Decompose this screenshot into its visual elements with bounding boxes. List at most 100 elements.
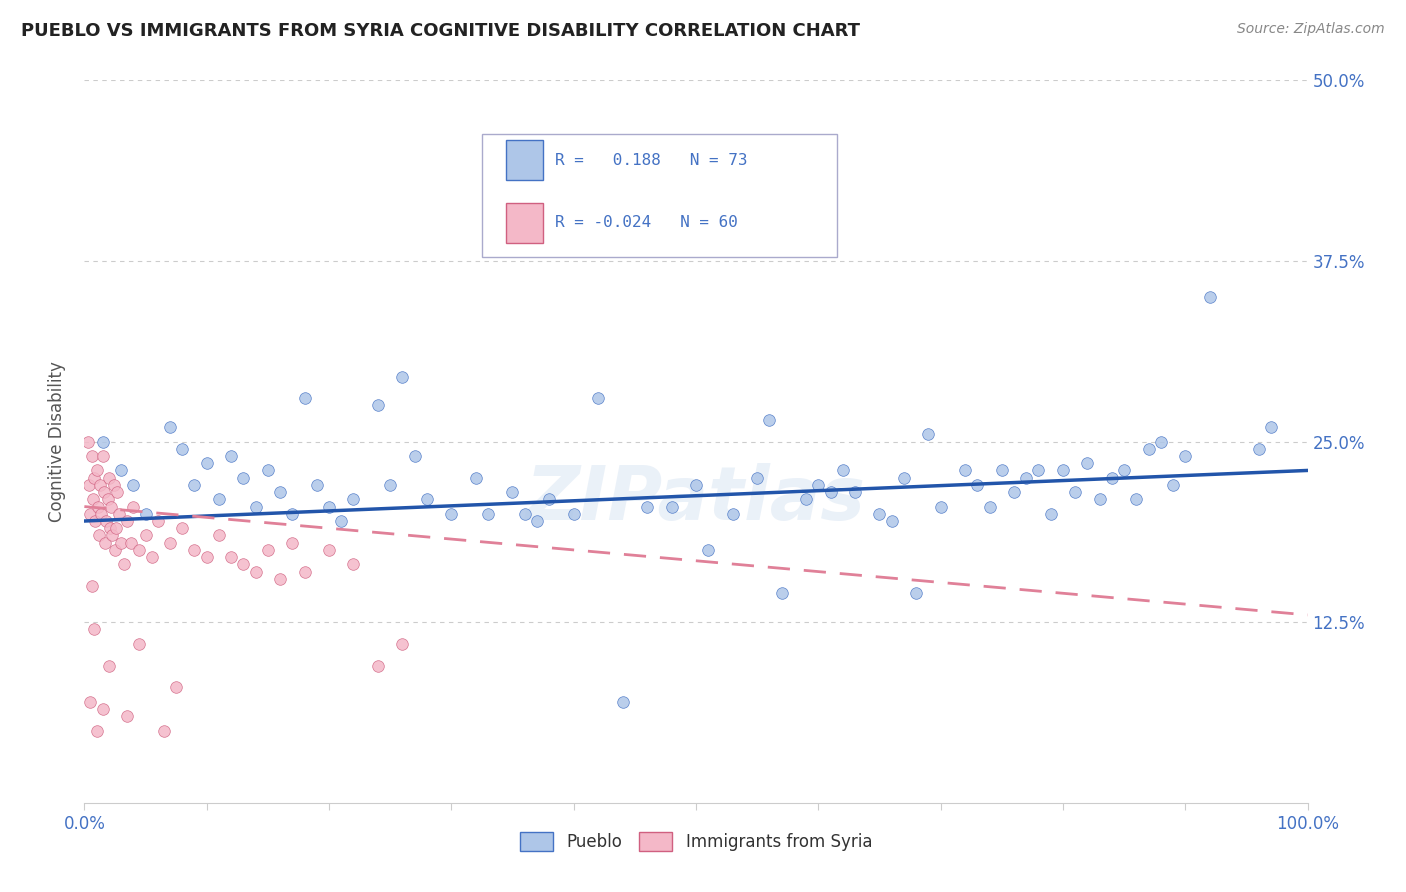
Point [91,434,114,449]
Point [77,478,100,492]
Point [97,658,120,673]
Point [87,528,110,542]
Point [1052,463,1074,477]
Text: Source: ZipAtlas.com: Source: ZipAtlas.com [1237,22,1385,37]
Point [159,420,181,434]
Point [1028,463,1050,477]
Point [464,471,486,485]
Point [83,623,105,637]
Point [294,391,316,405]
Point [953,463,976,477]
Point [208,528,231,542]
Point [135,507,157,521]
Point [1260,420,1282,434]
Point [232,471,254,485]
Point [112,558,135,572]
Point [97,471,120,485]
Point [612,695,634,709]
Point [91,449,114,463]
Point [86,463,108,477]
Point [183,542,205,557]
Point [1161,478,1184,492]
Point [84,514,107,528]
Point [1015,471,1038,485]
Point [562,507,585,521]
Point [294,565,316,579]
Point [1137,442,1160,456]
Point [1002,485,1025,500]
Point [721,507,744,521]
Point [966,478,988,492]
Point [110,535,132,549]
Point [94,535,117,549]
Text: R = -0.024   N = 60: R = -0.024 N = 60 [555,216,738,230]
Point [636,500,658,514]
Point [1064,485,1087,500]
Point [758,413,780,427]
Point [281,507,304,521]
Point [318,500,340,514]
Point [538,492,561,507]
Point [101,528,124,542]
Point [905,586,928,600]
Point [880,514,903,528]
Point [917,427,939,442]
Point [219,550,242,565]
Point [245,565,267,579]
Point [135,528,157,542]
Point [172,521,194,535]
Point [103,478,125,492]
Point [1114,463,1136,477]
Point [172,442,194,456]
Point [104,542,127,557]
Point [281,535,304,549]
Point [318,542,340,557]
Point [122,500,145,514]
Point [128,542,150,557]
Y-axis label: Cognitive Disability: Cognitive Disability [48,361,66,522]
Point [79,507,101,521]
Point [122,478,145,492]
Point [794,492,817,507]
Point [1174,449,1197,463]
Text: PUEBLO VS IMMIGRANTS FROM SYRIA COGNITIVE DISABILITY CORRELATION CHART: PUEBLO VS IMMIGRANTS FROM SYRIA COGNITIV… [21,22,860,40]
Point [979,500,1001,514]
Point [146,514,169,528]
Point [770,586,793,600]
Point [77,434,100,449]
Point [502,485,524,500]
Point [110,463,132,477]
Point [80,449,103,463]
Point [586,391,609,405]
Point [929,500,952,514]
Point [513,507,536,521]
Text: R =   0.188   N = 73: R = 0.188 N = 73 [555,153,748,168]
Point [1039,507,1062,521]
Point [90,507,112,521]
Point [269,485,291,500]
Point [80,579,103,593]
Point [1150,434,1173,449]
Point [380,478,402,492]
Point [232,558,254,572]
Point [1125,492,1147,507]
Point [141,550,163,565]
Point [96,514,118,528]
Point [391,369,413,384]
Text: ZIPatlas: ZIPatlas [526,463,866,536]
Point [991,463,1014,477]
Point [165,680,187,694]
Point [661,500,683,514]
Point [391,637,413,651]
Point [107,507,129,521]
Point [98,521,121,535]
Point [115,514,138,528]
Point [115,709,138,723]
Point [79,695,101,709]
Bar [506,140,543,180]
Point [82,492,104,507]
Point [697,542,720,557]
Point [807,478,830,492]
Point [869,507,891,521]
Point [93,485,115,500]
